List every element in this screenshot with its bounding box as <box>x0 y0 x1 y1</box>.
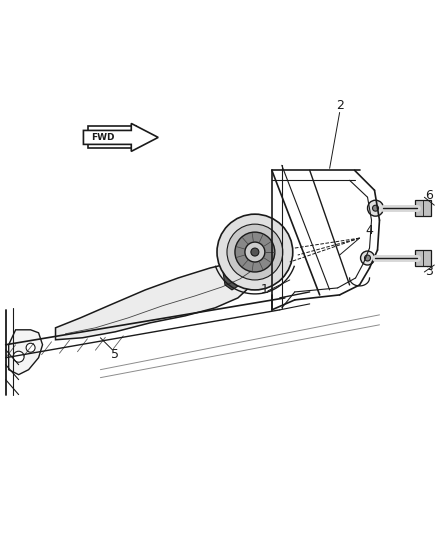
Text: 6: 6 <box>425 189 433 201</box>
Bar <box>415 250 431 266</box>
Text: FWD: FWD <box>91 133 114 142</box>
Circle shape <box>227 224 283 280</box>
Text: FWD: FWD <box>98 133 122 142</box>
Circle shape <box>217 214 293 290</box>
Circle shape <box>364 255 371 261</box>
Text: 5: 5 <box>111 348 119 361</box>
Polygon shape <box>56 260 260 340</box>
Text: 1: 1 <box>261 284 269 296</box>
Circle shape <box>251 248 259 256</box>
Bar <box>88 126 136 148</box>
Polygon shape <box>223 263 242 290</box>
Circle shape <box>13 351 24 362</box>
Text: 4: 4 <box>366 224 374 237</box>
Circle shape <box>372 205 378 211</box>
Bar <box>415 200 431 216</box>
Circle shape <box>235 232 275 272</box>
Circle shape <box>367 200 384 216</box>
Text: 3: 3 <box>425 265 433 278</box>
Text: 2: 2 <box>336 99 343 112</box>
Circle shape <box>26 343 35 352</box>
Polygon shape <box>9 330 42 375</box>
Circle shape <box>245 242 265 262</box>
Circle shape <box>360 251 374 265</box>
Polygon shape <box>83 124 158 151</box>
